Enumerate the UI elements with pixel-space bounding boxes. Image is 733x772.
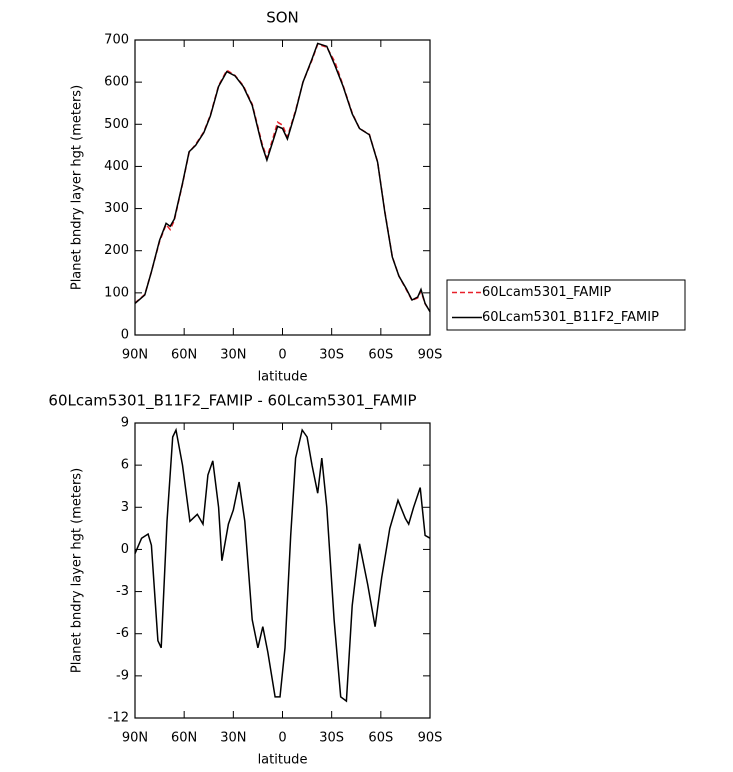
y-tick-label: 3 [121,500,129,515]
x-axis-label: latitude [258,753,308,768]
x-tick-label: 90S [418,348,443,363]
x-tick-label: 90N [122,731,148,746]
y-axis-label: Planet bndry layer hgt (meters) [70,85,85,290]
y-tick-label: 0 [121,542,129,557]
y-tick-label: 700 [104,33,129,48]
x-tick-label: 60S [368,731,393,746]
y-tick-label: 0 [121,328,129,343]
y-tick-label: -9 [116,668,129,683]
legend-label: 60Lcam5301_B11F2_FAMIP [482,310,659,325]
y-axis-label: Planet bndry layer hgt (meters) [70,468,85,673]
x-tick-label: 60N [171,348,197,363]
x-tick-label: 60N [171,731,197,746]
x-tick-label: 30S [319,731,344,746]
x-tick-label: 90N [122,348,148,363]
y-tick-label: 200 [104,243,129,258]
y-tick-label: 100 [104,285,129,300]
y-tick-label: -6 [116,626,129,641]
data-line [134,42,431,313]
data-line [134,427,431,703]
chart-title: SON [266,9,299,27]
x-tick-label: 30N [220,348,246,363]
chart-title: 60Lcam5301_B11F2_FAMIP - 60Lcam5301_FAMI… [48,392,416,411]
x-axis-label: latitude [258,370,308,385]
x-tick-label: 30N [220,731,246,746]
y-tick-label: -3 [116,584,129,599]
data-line [134,43,431,312]
y-tick-label: 300 [104,201,129,216]
x-tick-label: 60S [368,348,393,363]
y-tick-label: 9 [121,416,129,431]
y-tick-label: 600 [104,75,129,90]
x-tick-label: 0 [278,348,286,363]
plot-frame [134,39,431,336]
legend-label: 60Lcam5301_FAMIP [482,285,611,300]
plot-frame [134,422,431,719]
y-tick-label: 400 [104,159,129,174]
y-tick-label: 6 [121,458,129,473]
y-tick-label: 500 [104,117,129,132]
x-tick-label: 90S [418,731,443,746]
x-tick-label: 0 [278,731,286,746]
legend-box [446,279,686,331]
x-tick-label: 30S [319,348,344,363]
y-tick-label: -12 [108,711,129,726]
